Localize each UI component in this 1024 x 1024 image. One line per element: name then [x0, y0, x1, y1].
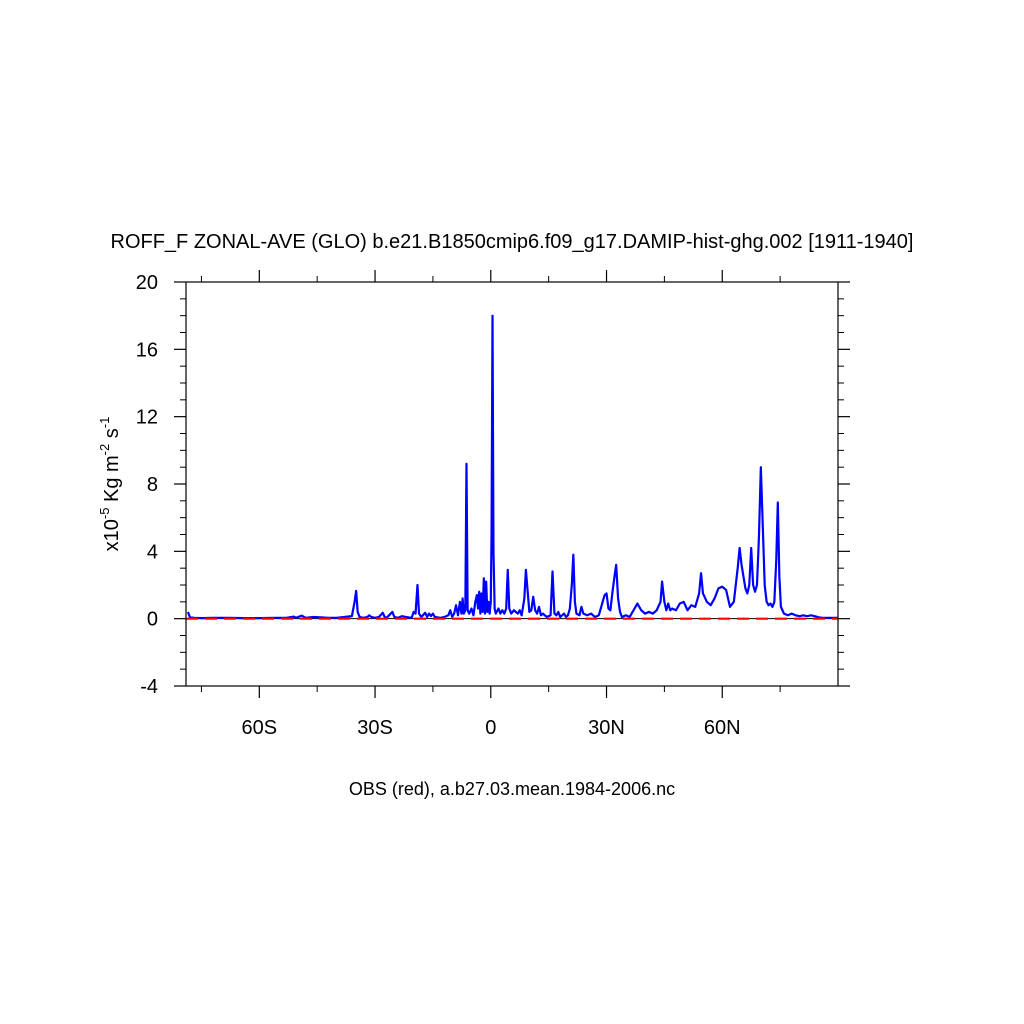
y-axis-label-exp3: -1 — [97, 417, 112, 429]
x-tick-label-1: 30S — [357, 717, 393, 739]
plot-frame — [185, 281, 839, 687]
y-tick-label-5: 16 — [136, 339, 158, 361]
y-axis-label-suffix: s — [101, 428, 123, 444]
y-axis-label-middle: Kg m — [101, 455, 123, 507]
axis-ticks — [174, 270, 850, 698]
y-axis-label-prefix: x10 — [101, 519, 123, 551]
y-tick-label-0: -4 — [140, 676, 158, 698]
y-axis-label: x10-5 Kg m-2 s-1 — [97, 417, 123, 552]
x-axis-label: OBS (red), a.b27.03.mean.1984-2006.nc — [349, 779, 675, 799]
x-tick-label-2: 0 — [485, 717, 496, 739]
series-line-0 — [186, 314, 838, 620]
x-tick-label-4: 60N — [704, 717, 741, 739]
x-tick-label-3: 30N — [588, 717, 625, 739]
y-tick-label-4: 12 — [136, 407, 158, 429]
series-layer — [186, 314, 838, 620]
chart-title: ROFF_F ZONAL-AVE (GLO) b.e21.B1850cmip6.… — [111, 231, 914, 253]
x-tick-labels: 60S 30S 0 30N 60N — [242, 717, 741, 739]
x-tick-label-0: 60S — [242, 717, 278, 739]
y-axis-label-exp2: -2 — [97, 444, 112, 456]
y-tick-label-6: 20 — [136, 272, 158, 294]
y-axis-label-exp1: -5 — [97, 508, 112, 520]
plot-area — [186, 314, 838, 620]
y-tick-label-3: 8 — [147, 474, 158, 496]
y-tick-label-1: 0 — [147, 609, 158, 631]
y-tick-labels: -4 0 4 8 12 16 20 — [136, 272, 158, 698]
y-tick-label-2: 4 — [147, 541, 158, 563]
